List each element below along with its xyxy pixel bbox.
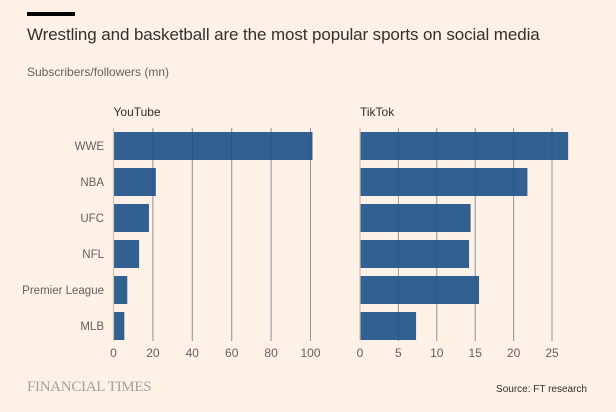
tiktok-bar-wwe [360, 132, 569, 160]
tiktok-tick-label: 20 [507, 346, 521, 360]
tiktok-bar-ufc [360, 204, 471, 232]
category-label: NFL [82, 249, 104, 261]
youtube-bar-nfl [113, 240, 140, 268]
youtube-tick-label: 40 [186, 346, 200, 360]
tiktok-bar-nfl [360, 240, 470, 268]
tiktok-bar-mlb [360, 312, 417, 340]
youtube-tick-label: 100 [300, 346, 320, 360]
category-label: MLB [80, 321, 104, 333]
top-rule [27, 12, 75, 16]
tiktok-tick-label: 25 [545, 346, 559, 360]
category-label: WWE [75, 141, 105, 153]
category-label: UFC [80, 213, 104, 225]
youtube-tick-label: 60 [225, 346, 239, 360]
tiktok-tick-label: 10 [430, 346, 444, 360]
youtube-bar-mlb [113, 312, 125, 340]
tiktok-bar-nba [360, 168, 528, 196]
chart-subtitle: Subscribers/followers (mn) [27, 65, 170, 79]
source-note: Source: FT research [496, 384, 587, 395]
youtube-tick-label: 80 [264, 346, 278, 360]
chart-title: Wrestling and basketball are the most po… [27, 25, 540, 44]
tiktok-tick-label: 5 [395, 346, 402, 360]
youtube-bar-wwe [113, 132, 313, 160]
tiktok-tick-label: 0 [357, 346, 364, 360]
tiktok-panel: TikTok 0 5 10 15 20 25 [357, 105, 569, 360]
category-label: Premier League [22, 285, 104, 297]
tiktok-panel-title: TikTok [360, 105, 395, 119]
ft-logo: FINANCIAL TIMES [27, 379, 152, 395]
youtube-bar-ufc [113, 204, 149, 232]
tiktok-bar-premier-league [360, 276, 480, 304]
youtube-tick-label: 20 [146, 346, 160, 360]
tiktok-tick-label: 15 [469, 346, 483, 360]
youtube-panel-title: YouTube [114, 105, 161, 119]
youtube-panel: YouTube 0 20 40 60 80 100 WWE NBA UFC NFL Premier L… [22, 105, 321, 360]
category-label: NBA [80, 177, 104, 189]
youtube-tick-label: 0 [110, 346, 117, 360]
youtube-bar-nba [113, 168, 156, 196]
youtube-bar-premier-league [113, 276, 128, 304]
